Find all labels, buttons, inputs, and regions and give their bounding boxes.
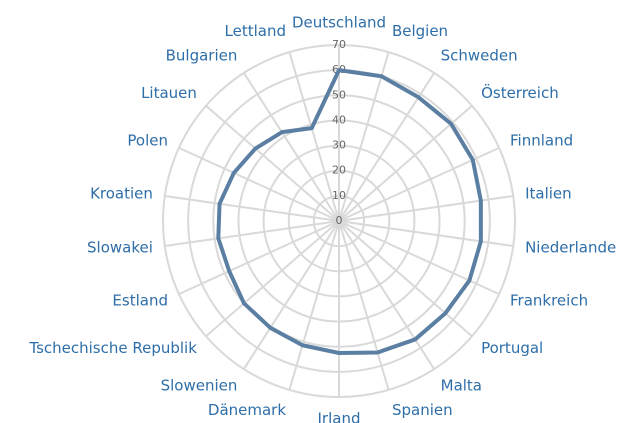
category-label: Estland: [112, 291, 168, 309]
spoke: [178, 220, 340, 296]
tick-label: 20: [332, 164, 346, 177]
spoke: [178, 146, 340, 222]
category-label: Irland: [318, 410, 361, 423]
category-label: Malta: [441, 377, 482, 395]
category-label: Kroatien: [90, 185, 153, 203]
tick-label: 70: [332, 38, 346, 51]
tick-label: 0: [336, 214, 343, 227]
spoke: [243, 220, 340, 370]
category-label: Litauen: [141, 84, 197, 102]
spoke: [338, 194, 514, 222]
category-label: Österreich: [481, 83, 559, 102]
category-label: Portugal: [481, 339, 543, 357]
spoke: [338, 220, 514, 248]
spoke: [338, 220, 390, 391]
spoke: [205, 104, 340, 222]
category-label: Italien: [525, 185, 572, 203]
spoke: [338, 51, 390, 222]
tick-label: 40: [332, 113, 346, 126]
category-label: Belgien: [392, 22, 448, 40]
spoke: [288, 220, 340, 391]
category-label: Spanien: [392, 401, 453, 419]
category-label: Polen: [127, 132, 168, 150]
tick-label: 50: [332, 88, 346, 101]
category-label: Schweden: [441, 46, 518, 64]
spoke: [338, 220, 500, 296]
category-label: Finnland: [510, 132, 573, 150]
category-label: Lettland: [225, 22, 286, 40]
spoke: [164, 194, 340, 222]
category-label: Slowenien: [161, 377, 238, 395]
spoke: [338, 220, 473, 338]
category-label: Dänemark: [208, 401, 286, 419]
spoke: [164, 220, 340, 248]
spoke: [288, 51, 340, 222]
spoke: [205, 220, 340, 338]
category-label: Tschechische Republik: [28, 339, 197, 357]
category-label: Niederlande: [525, 238, 616, 256]
tick-label: 10: [332, 189, 346, 202]
spoke: [338, 220, 435, 370]
series-line: [216, 68, 483, 355]
spoke: [243, 72, 340, 222]
category-label: Bulgarien: [166, 46, 238, 64]
category-label: Deutschland: [292, 14, 386, 32]
category-label: Slowakei: [87, 238, 153, 256]
category-label: Frankreich: [510, 291, 588, 309]
tick-label: 30: [332, 139, 346, 152]
